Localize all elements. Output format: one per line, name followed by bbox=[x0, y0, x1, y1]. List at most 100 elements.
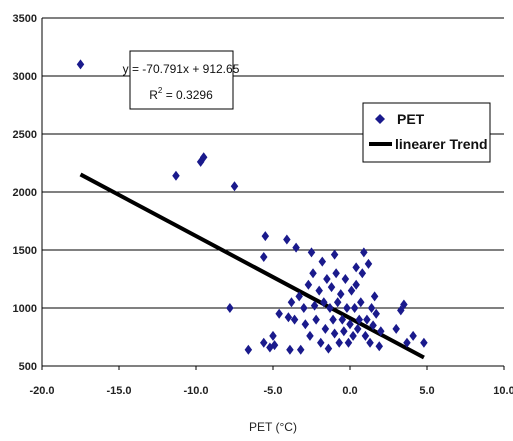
data-point bbox=[307, 247, 316, 258]
data-point bbox=[349, 330, 357, 341]
data-point bbox=[287, 297, 296, 308]
data-point bbox=[327, 282, 336, 293]
r-squared-prefix: R bbox=[149, 88, 158, 102]
data-point bbox=[226, 303, 234, 313]
data-point bbox=[340, 326, 348, 337]
data-point bbox=[344, 337, 353, 348]
x-tick-label: 10.0 bbox=[493, 385, 513, 397]
x-tick-label: -10.0 bbox=[183, 385, 208, 397]
data-point bbox=[269, 330, 277, 341]
legend-marker-diamond bbox=[375, 114, 385, 124]
data-point bbox=[318, 256, 327, 267]
data-point bbox=[366, 337, 374, 348]
x-tick-labels: -20.0 -15.0 -10.0 -5.0 0.0 5.0 10.0 bbox=[29, 385, 513, 397]
data-point bbox=[270, 340, 279, 351]
grid-lines bbox=[42, 17, 504, 367]
data-point bbox=[306, 330, 314, 341]
data-point bbox=[172, 170, 180, 181]
data-point bbox=[343, 303, 351, 313]
data-point bbox=[275, 308, 283, 319]
data-point bbox=[76, 59, 85, 70]
y-tick-labels: 500 1000 1500 2000 2500 3000 3500 bbox=[13, 13, 37, 373]
data-point bbox=[347, 285, 356, 296]
y-tick-label: 2000 bbox=[13, 187, 37, 199]
legend: PET linearer Trend bbox=[362, 102, 491, 163]
data-point bbox=[375, 341, 384, 352]
legend-frame bbox=[362, 102, 491, 163]
data-point bbox=[409, 330, 417, 341]
data-point bbox=[372, 308, 380, 319]
data-point bbox=[338, 314, 347, 325]
trend-equation: y = -70.791x + 912.65 bbox=[123, 62, 240, 76]
y-tick-label: 1000 bbox=[13, 303, 37, 315]
x-axis-label: PET (°C) bbox=[249, 420, 297, 434]
data-point bbox=[332, 268, 340, 279]
y-tick-label: 3000 bbox=[13, 71, 37, 83]
trend-line bbox=[79, 172, 425, 360]
data-point bbox=[353, 323, 362, 334]
data-point bbox=[316, 337, 325, 348]
x-tick-label: -20.0 bbox=[29, 385, 54, 397]
data-point bbox=[392, 323, 400, 334]
data-point bbox=[346, 319, 354, 330]
data-points bbox=[76, 59, 428, 355]
data-point bbox=[292, 242, 300, 253]
data-point bbox=[260, 337, 268, 348]
data-point bbox=[230, 181, 239, 192]
data-point bbox=[403, 337, 411, 348]
data-point bbox=[324, 343, 333, 354]
data-point bbox=[283, 234, 291, 245]
data-point bbox=[360, 247, 368, 258]
data-point bbox=[260, 251, 268, 262]
data-point bbox=[420, 337, 428, 348]
data-point bbox=[199, 152, 208, 163]
legend-label-pet: PET bbox=[397, 111, 425, 127]
equation-box: y = -70.791x + 912.65 R2 = 0.3296 bbox=[123, 50, 240, 110]
data-point bbox=[341, 274, 350, 284]
x-tick-label: -5.0 bbox=[264, 385, 283, 397]
data-point bbox=[337, 289, 345, 300]
data-point bbox=[320, 297, 328, 308]
data-point bbox=[326, 303, 334, 313]
data-point bbox=[329, 314, 337, 325]
data-point bbox=[335, 337, 343, 348]
data-point bbox=[367, 303, 376, 313]
y-tick-label: 3500 bbox=[13, 13, 37, 25]
y-tick-label: 1500 bbox=[13, 245, 37, 257]
r-squared-superscript: 2 bbox=[158, 86, 163, 95]
data-point bbox=[352, 262, 360, 273]
data-point bbox=[355, 314, 363, 325]
legend-label-trend: linearer Trend bbox=[395, 136, 488, 152]
data-point bbox=[369, 320, 377, 331]
data-point bbox=[301, 319, 310, 330]
y-tick-label: 2500 bbox=[13, 129, 37, 141]
data-point bbox=[361, 330, 370, 341]
data-point bbox=[358, 268, 367, 279]
data-point bbox=[244, 344, 253, 355]
data-point bbox=[261, 231, 270, 242]
data-point bbox=[352, 279, 360, 290]
data-point bbox=[357, 297, 365, 308]
y-tick-label: 500 bbox=[19, 361, 37, 373]
data-point bbox=[284, 312, 293, 323]
x-tick-label: -15.0 bbox=[106, 385, 131, 397]
data-point bbox=[309, 268, 317, 279]
data-point bbox=[300, 303, 308, 313]
data-point bbox=[310, 300, 319, 311]
data-point bbox=[315, 285, 323, 296]
data-point bbox=[330, 328, 339, 339]
data-point bbox=[377, 326, 385, 337]
data-point bbox=[400, 299, 408, 310]
axes bbox=[41, 18, 505, 370]
r-squared: R2 = 0.3296 bbox=[149, 86, 213, 102]
data-point bbox=[364, 258, 373, 269]
data-point bbox=[323, 274, 331, 284]
data-point bbox=[321, 323, 330, 334]
equation-box-frame bbox=[129, 50, 234, 110]
trend-line-group bbox=[79, 172, 425, 360]
data-point bbox=[370, 291, 379, 302]
data-point bbox=[304, 279, 313, 290]
data-point bbox=[312, 314, 320, 325]
